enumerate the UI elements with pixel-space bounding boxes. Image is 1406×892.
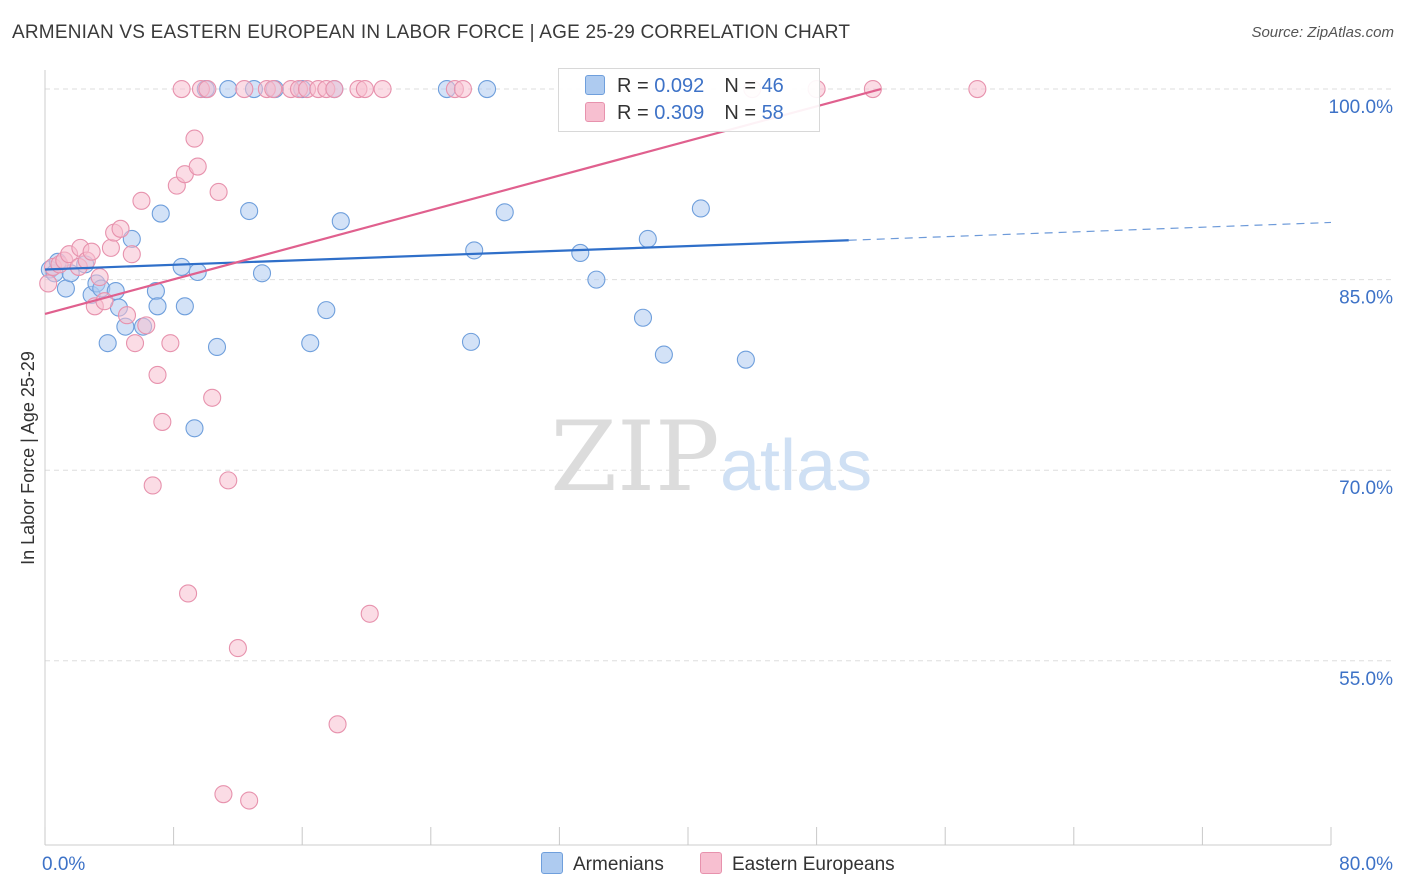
eastern-point [203, 388, 222, 407]
eastern-point [325, 80, 344, 99]
grid-lines [45, 88, 1391, 662]
chart-title: ARMENIAN VS EASTERN EUROPEAN IN LABOR FO… [12, 22, 851, 43]
eastern-point [132, 191, 151, 210]
armenian-point [317, 301, 336, 320]
armenian-point [495, 203, 514, 222]
eastern-point [111, 219, 130, 238]
armenians-legend-label: Armenians [573, 854, 664, 875]
armenian-point [654, 345, 673, 364]
armenian-point [219, 80, 238, 99]
eastern-point [185, 129, 204, 148]
eastern-point [101, 238, 120, 257]
armenian-point [571, 243, 590, 263]
axes [44, 70, 1332, 846]
eastern-point [172, 80, 191, 99]
armenians-swatch [585, 75, 605, 95]
eastern-n-value: 58 [761, 102, 784, 124]
armenian-point [301, 334, 320, 353]
armenian-point [461, 332, 481, 351]
armenian-point [175, 297, 194, 316]
eastern-point [90, 268, 109, 287]
eastern-point [373, 80, 392, 99]
armenian-point [207, 337, 227, 357]
eastern-point [240, 791, 259, 810]
eastern-point [117, 306, 137, 325]
armenian-point [148, 297, 167, 316]
data-points [39, 80, 987, 810]
armenians-r-value: 0.092 [654, 75, 705, 97]
armenian-point [56, 279, 75, 298]
armenians-n-label: N = [724, 75, 762, 97]
armenians-legend-swatch [541, 852, 563, 874]
eastern-point [137, 316, 156, 335]
armenian-point [465, 241, 484, 260]
armenian-point [98, 334, 117, 353]
armenian-point [151, 204, 170, 223]
eastern-legend-label: Eastern Europeans [732, 854, 895, 875]
legend-row-eastern-europeans: R = 0.309 N = 58 [585, 102, 784, 125]
watermark: ZIP atlas [550, 401, 872, 513]
armenian-point [331, 212, 350, 231]
eastern-point [148, 365, 167, 384]
y-tick-label: 55.0% [1339, 669, 1393, 690]
eastern-r-value: 0.309 [654, 102, 705, 124]
eastern-r-label: R = [617, 102, 655, 124]
eastern-point [125, 334, 145, 353]
armenian-trend-line [44, 239, 849, 271]
armenian-point [691, 199, 710, 218]
eastern-point [39, 274, 58, 293]
eastern-point [122, 245, 141, 264]
armenian-point [252, 264, 272, 283]
watermark-zip: ZIP [550, 401, 719, 513]
eastern-point [143, 476, 162, 495]
tick-labels: 100.0% 85.0% 70.0% 55.0% 0.0% 80.0% [42, 97, 1393, 875]
eastern-legend-swatch [700, 852, 722, 874]
eastern-point [453, 80, 473, 99]
armenian-trend-extension [848, 221, 1332, 241]
eastern-point [360, 604, 379, 623]
eastern-point [188, 157, 207, 176]
legend-eastern-europeans[interactable]: Eastern Europeans [700, 852, 895, 876]
eastern-point [214, 785, 233, 804]
stats-legend: R = 0.092 N = 46 R = 0.309 N = 58 [558, 68, 820, 132]
x-tick-label: 0.0% [42, 854, 85, 875]
eastern-point [219, 471, 238, 490]
armenian-point [172, 257, 191, 276]
eastern-europeans-swatch [585, 102, 605, 122]
eastern-point [209, 182, 228, 202]
eastern-point [161, 334, 180, 353]
y-tick-label: 85.0% [1339, 288, 1393, 309]
eastern-point [235, 80, 254, 99]
eastern-point [179, 584, 198, 603]
armenian-point [185, 419, 204, 438]
legend-armenians[interactable]: Armenians [541, 852, 664, 876]
y-tick-label: 100.0% [1329, 97, 1394, 118]
x-tick-label: 80.0% [1339, 854, 1393, 875]
y-tick-label: 70.0% [1339, 478, 1393, 499]
eastern-point [228, 639, 247, 658]
armenian-point [478, 80, 497, 99]
watermark-atlas: atlas [720, 426, 872, 506]
armenian-point [587, 270, 606, 289]
armenian-point [633, 308, 653, 327]
armenians-n-value: 46 [761, 75, 784, 97]
armenian-point [240, 201, 259, 221]
y-axis-label: In Labor Force | Age 25-29 [18, 351, 38, 565]
eastern-n-label: N = [724, 102, 762, 124]
eastern-point [328, 715, 347, 734]
eastern-point [968, 80, 987, 99]
legend-row-armenians: R = 0.092 N = 46 [585, 75, 784, 98]
armenian-point [638, 229, 657, 249]
source-label: Source: ZipAtlas.com [1251, 24, 1394, 41]
eastern-point [198, 80, 217, 99]
eastern-point [264, 80, 283, 99]
armenians-r-label: R = [617, 75, 655, 97]
eastern-point [82, 242, 101, 261]
eastern-point [153, 412, 172, 431]
armenian-point [736, 350, 755, 369]
eastern-point [355, 80, 374, 99]
